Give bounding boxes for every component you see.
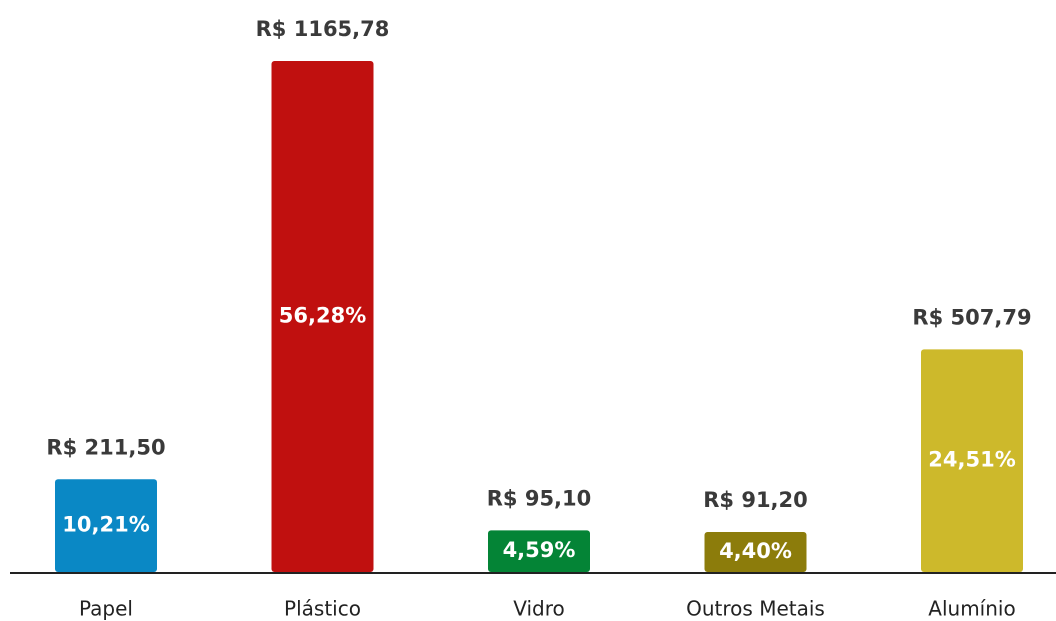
value-label: R$ 95,10 — [487, 486, 592, 510]
share-label: 4,59% — [503, 538, 576, 562]
bar — [55, 479, 157, 572]
share-label: 24,51% — [928, 448, 1015, 472]
bar — [921, 349, 1023, 572]
value-label: R$ 507,79 — [912, 305, 1031, 329]
bar — [271, 61, 374, 572]
value-label: R$ 91,20 — [703, 488, 808, 512]
category-label: Alumínio — [928, 597, 1015, 621]
category-label: Papel — [79, 597, 133, 621]
bar — [704, 532, 807, 572]
category-label: Plástico — [284, 597, 361, 621]
share-label: 4,40% — [719, 539, 792, 563]
bar — [488, 530, 590, 572]
value-label: R$ 211,50 — [46, 435, 165, 459]
category-label: Vidro — [513, 597, 565, 621]
value-label: R$ 1165,78 — [256, 17, 390, 41]
share-label: 56,28% — [279, 304, 366, 328]
share-label: 10,21% — [62, 513, 149, 537]
category-label: Outros Metais — [686, 597, 825, 621]
